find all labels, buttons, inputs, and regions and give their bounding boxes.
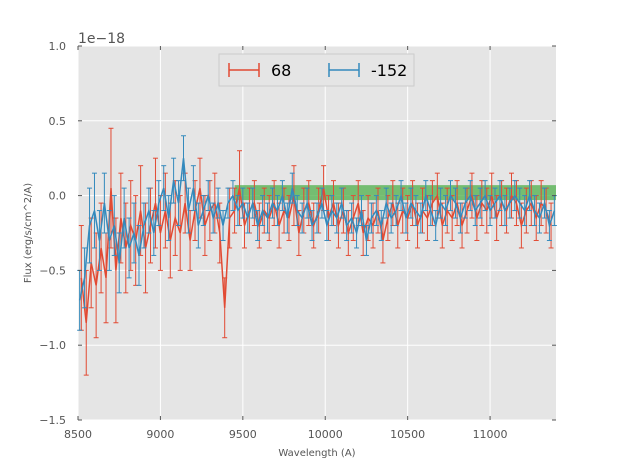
legend: 68 -152	[218, 53, 415, 87]
x-tick-label: 9000	[146, 428, 174, 441]
x-tick-label: 10000	[308, 428, 343, 441]
x-tick-label: 11000	[473, 428, 508, 441]
y-tick-label: −1.5	[39, 414, 66, 427]
series-2	[77, 135, 557, 331]
x-axis-label: Wavelength (A)	[278, 448, 355, 459]
y-offset-text: 1e−18	[78, 31, 125, 47]
legend-label: 68	[271, 61, 291, 80]
y-tick-label: 1.0	[49, 40, 67, 53]
x-tick-label: 10500	[390, 428, 425, 441]
legend-items: 68 -152	[228, 61, 407, 80]
series-layer	[77, 127, 557, 376]
axis-ticks: 8500 9000 9500 10000 10500 11000 −1.5 −1.0 −0.5 0…	[39, 40, 556, 441]
x-tick-label: 9500	[229, 428, 257, 441]
grid-lines	[77, 45, 556, 421]
legend-item-2: -152	[328, 61, 407, 80]
y-tick-label: −0.5	[39, 264, 66, 277]
y-axis-label: Flux (erg/s/cm^2/A)	[23, 183, 34, 283]
y-tick-label: 0.5	[49, 115, 67, 128]
series-1	[78, 127, 554, 376]
y-tick-label: −1.0	[39, 339, 66, 352]
series-line	[78, 158, 556, 301]
legend-label: -152	[371, 61, 407, 80]
y-tick-label: 0.0	[49, 190, 67, 203]
legend-item-1: 68	[228, 61, 291, 80]
x-tick-label: 8500	[64, 428, 92, 441]
